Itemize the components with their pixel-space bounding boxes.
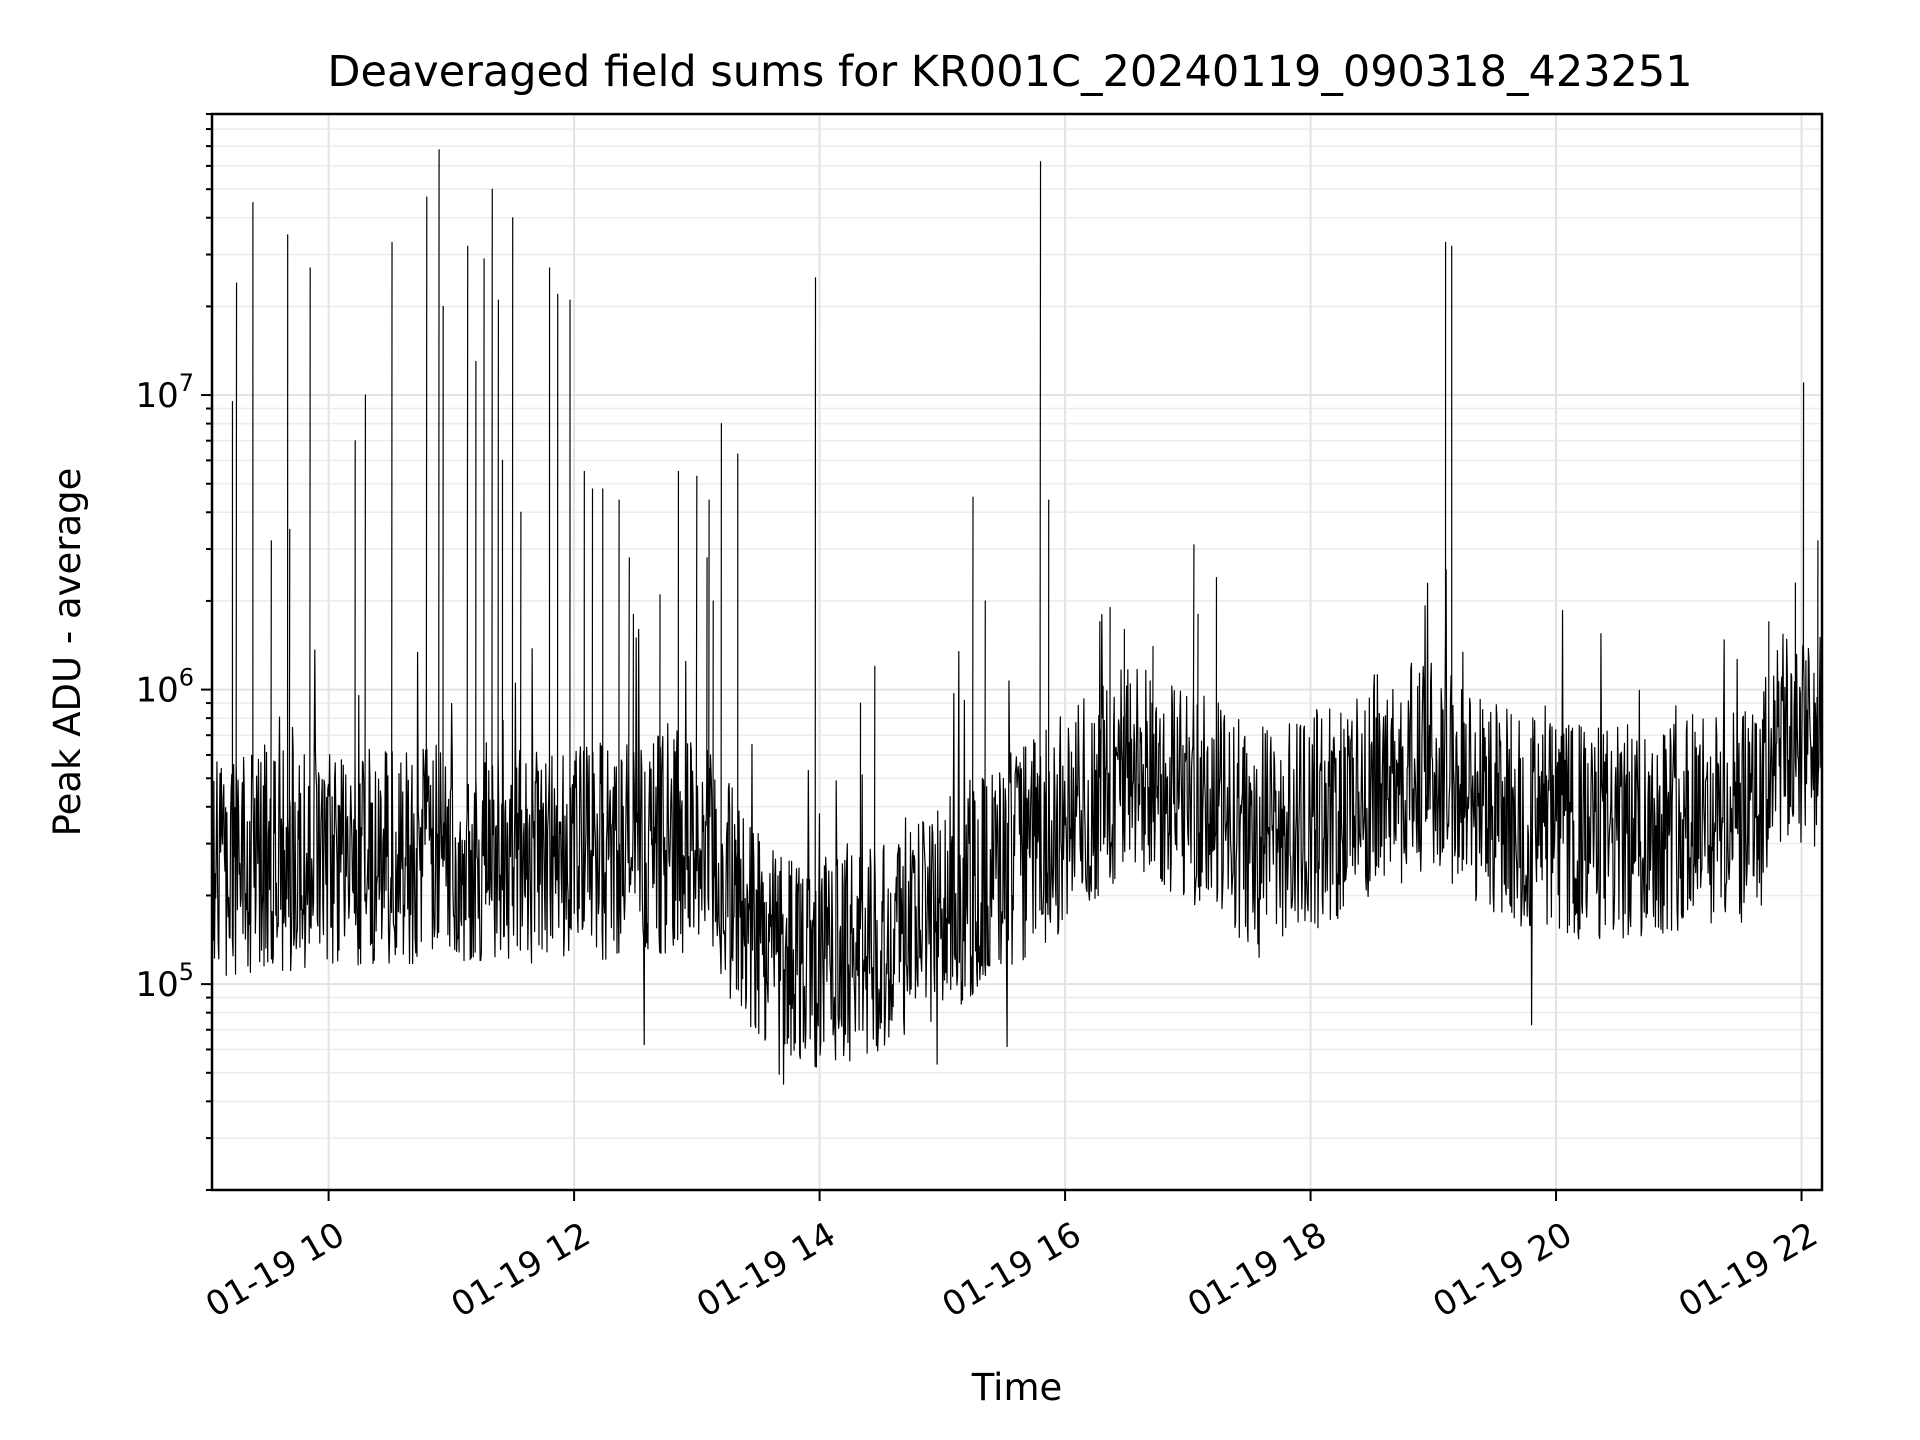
series-line [211,149,1823,1085]
series-layer [211,149,1823,1085]
chart-title: Deaveraged field sums for KR001C_2024011… [327,47,1692,97]
y-tick-label: 107 [135,369,194,416]
x-axis-label: Time [971,1366,1063,1409]
y-axis-label: Peak ADU - average [46,468,89,837]
plot-frame [210,112,1824,1192]
y-tick-label: 105 [135,958,194,1005]
y-tick-label: 106 [135,664,194,711]
